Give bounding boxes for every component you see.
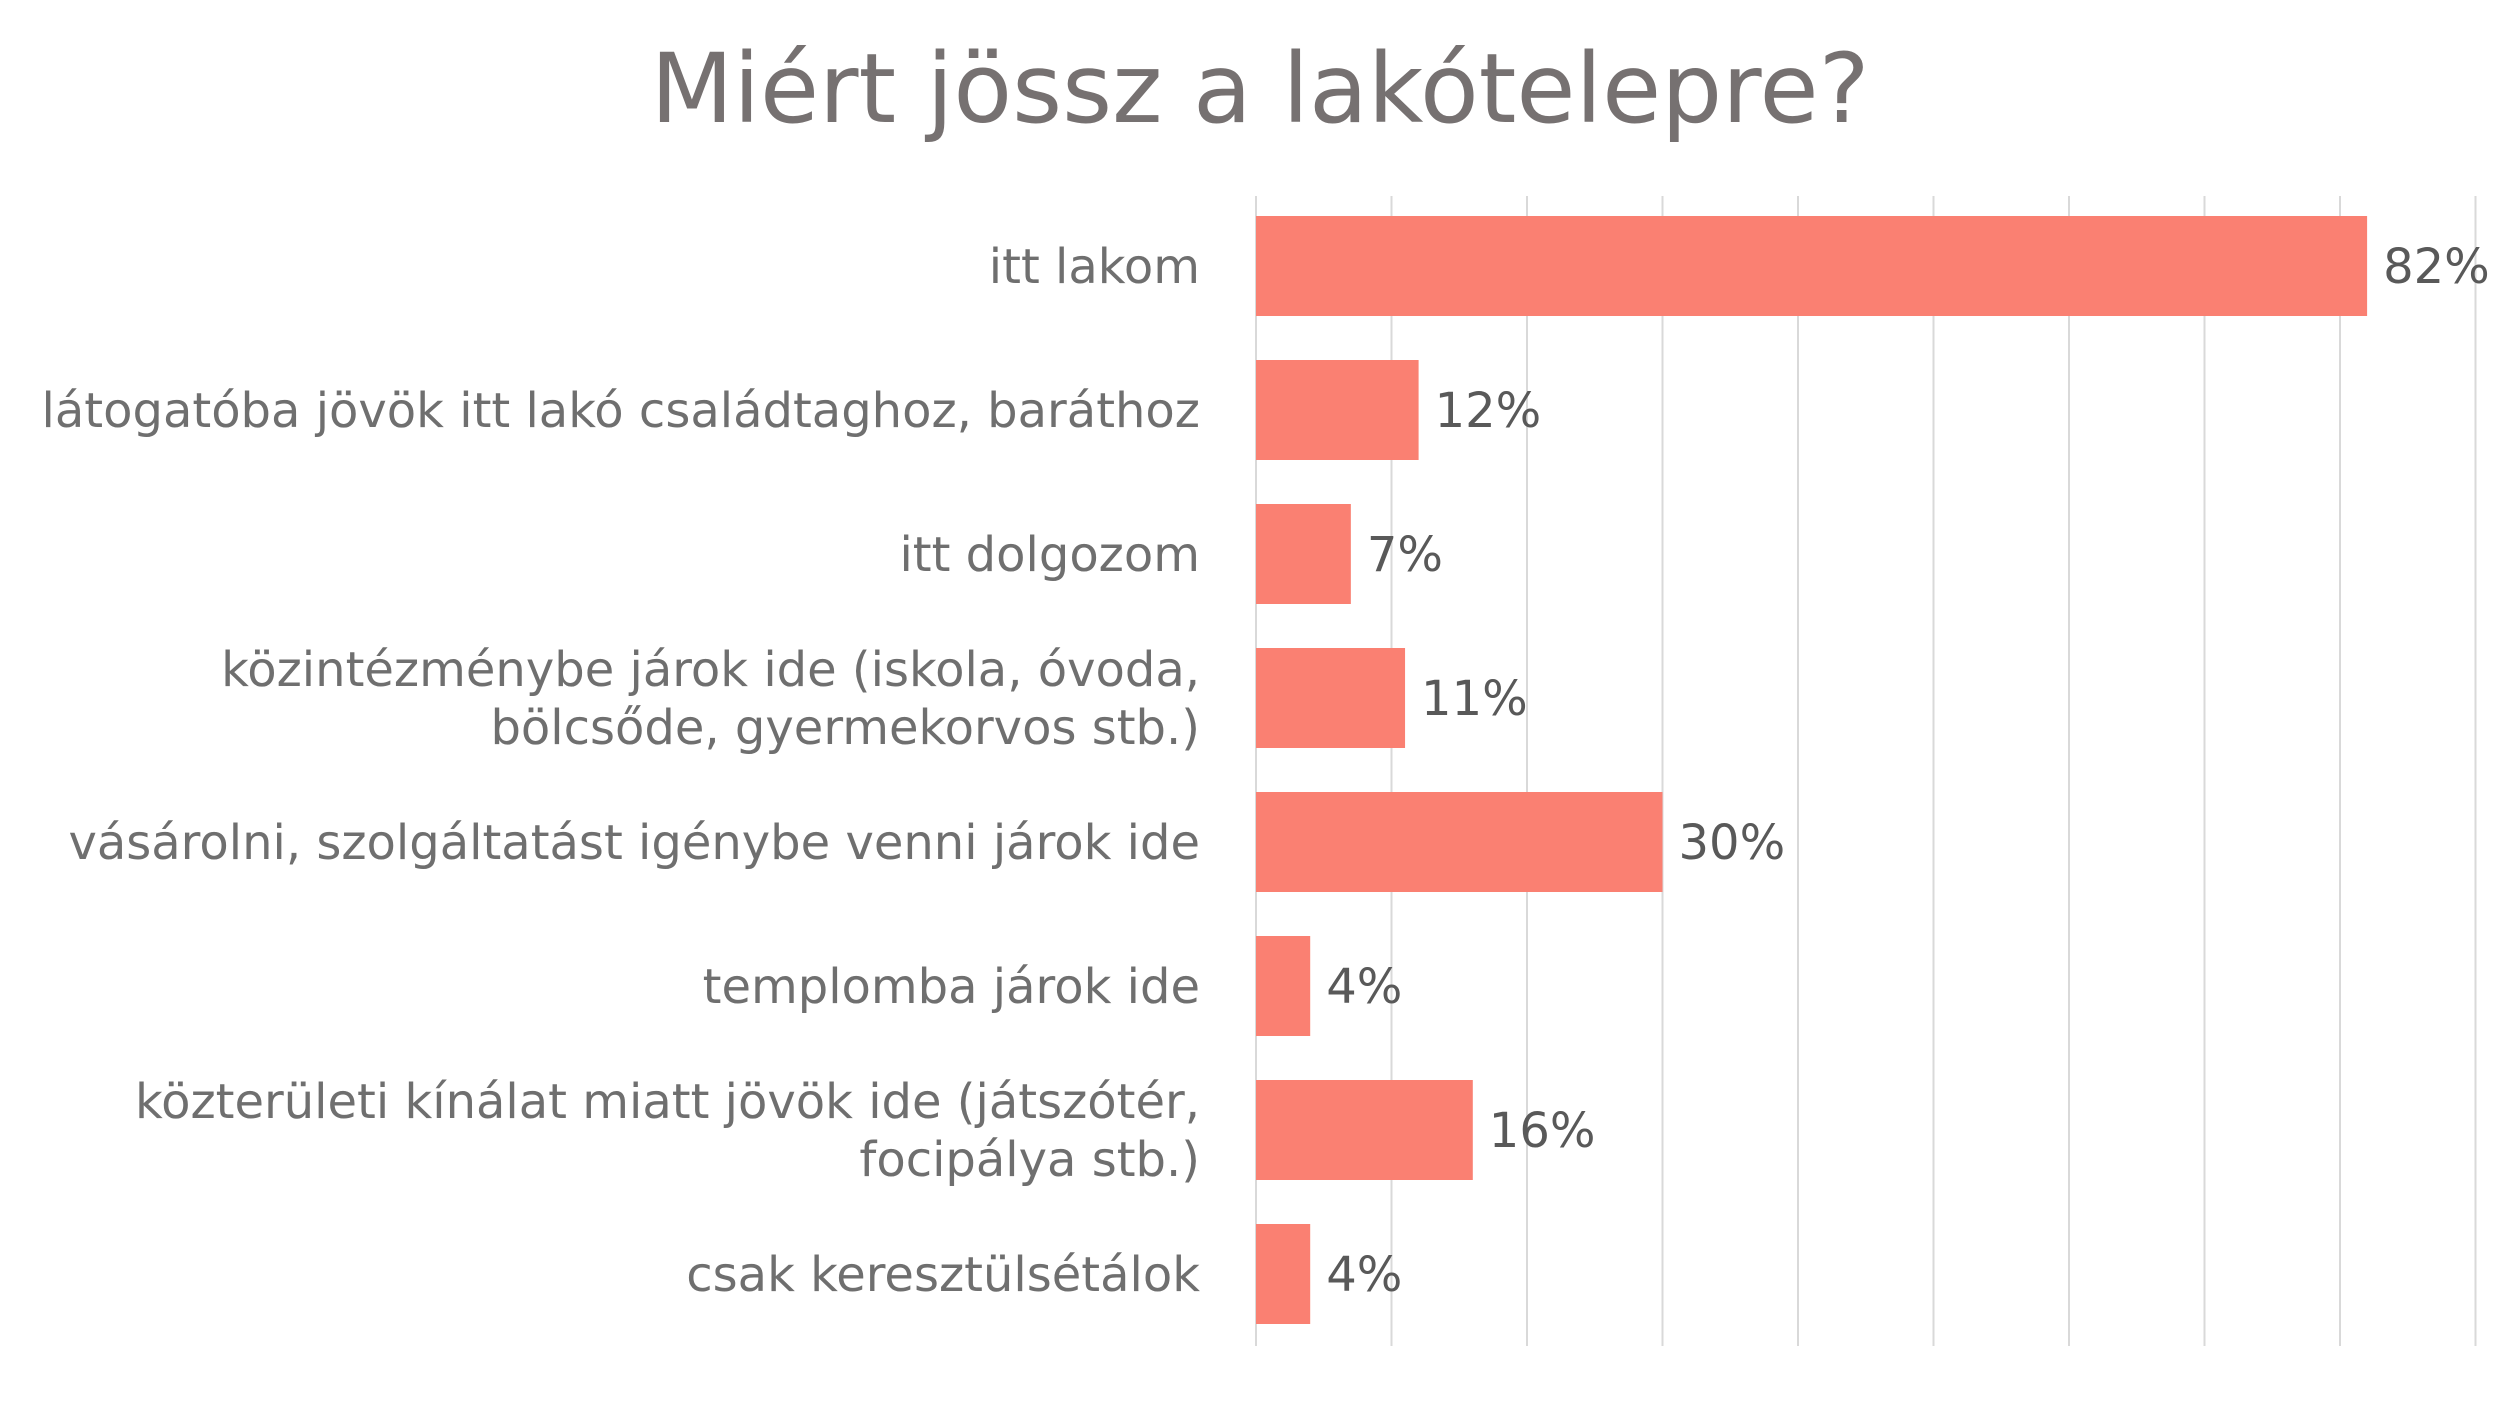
- data-label: 4%: [1326, 959, 1402, 1015]
- data-label: 82%: [2383, 239, 2490, 295]
- category-label: vásárolni, szolgáltatást igénybe venni j…: [68, 815, 1200, 871]
- category-label: közterületi kínálat miatt jövök ide (ját…: [135, 1074, 1200, 1130]
- data-label: 11%: [1421, 671, 1528, 727]
- data-label: 4%: [1326, 1247, 1402, 1303]
- category-label: látogatóba jövök itt lakó családtaghoz, …: [42, 383, 1200, 439]
- category-label: bölcsőde, gyermekorvos stb.): [490, 700, 1200, 756]
- data-label: 16%: [1489, 1103, 1596, 1159]
- data-label: 7%: [1367, 527, 1443, 583]
- bar: [1256, 648, 1406, 748]
- category-label: közintézménybe járok ide (iskola, óvoda,: [221, 642, 1200, 698]
- category-label: focipálya stb.): [859, 1132, 1200, 1188]
- bar: [1256, 1224, 1311, 1324]
- bar: [1256, 1080, 1473, 1180]
- bar: [1256, 936, 1311, 1036]
- data-label: 12%: [1435, 383, 1542, 439]
- category-label: itt dolgozom: [899, 527, 1200, 583]
- bar: [1256, 216, 2368, 316]
- bar: [1256, 504, 1351, 604]
- bar: [1256, 360, 1419, 460]
- data-label: 30%: [1679, 815, 1786, 871]
- bar: [1256, 792, 1663, 892]
- bars: [1256, 216, 2368, 1324]
- value-labels: 82% 12% 7% 11% 30% 4% 16% 4%: [1326, 239, 2490, 1303]
- category-label: csak keresztülsétálok: [686, 1247, 1200, 1303]
- category-labels: itt lakom látogatóba jövök itt lakó csalá…: [42, 239, 1201, 1303]
- category-label: itt lakom: [989, 239, 1200, 295]
- category-label: templomba járok ide: [703, 959, 1200, 1015]
- chart-title: Miért jössz a lakótelepre?: [650, 33, 1869, 145]
